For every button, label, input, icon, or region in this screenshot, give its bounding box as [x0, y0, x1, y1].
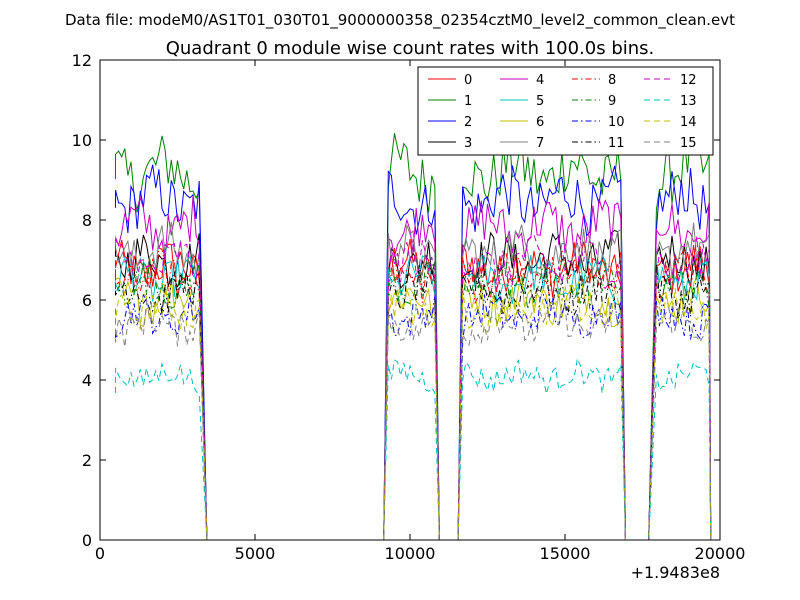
legend-label: 9 [608, 94, 616, 109]
series-line-8 [115, 247, 712, 541]
legend-label: 7 [536, 136, 544, 151]
legend-label: 0 [464, 73, 472, 88]
legend-label: 5 [536, 94, 544, 109]
x-tick-label: 15000 [540, 544, 591, 563]
legend-label: 10 [608, 115, 625, 130]
y-tick-label: 10 [72, 131, 92, 150]
x-tick-label: 10000 [385, 544, 436, 563]
y-tick-label: 12 [72, 51, 92, 70]
legend-label: 1 [464, 94, 472, 109]
x-tick-label: 5000 [235, 544, 276, 563]
series-line-10 [115, 293, 712, 541]
legend-label: 3 [464, 136, 472, 151]
legend-label: 13 [680, 94, 697, 109]
legend-label: 4 [536, 73, 544, 88]
legend-label: 11 [608, 136, 625, 151]
series-line-9 [115, 258, 712, 541]
figure-suptitle: Data file: modeM0/AS1T01_030T01_90000003… [65, 11, 735, 30]
y-tick-label: 0 [82, 531, 92, 550]
x-tick-label: 0 [95, 544, 105, 563]
legend-box [417, 66, 714, 156]
y-tick-label: 2 [82, 451, 92, 470]
x-axis-offset-label: +1.9483e8 [631, 563, 720, 582]
series-line-15 [115, 301, 712, 541]
y-tick-label: 4 [82, 371, 92, 390]
legend-label: 12 [680, 73, 697, 88]
x-tick-label: 20000 [695, 544, 746, 563]
legend-label: 6 [536, 115, 544, 130]
legend-label: 2 [464, 115, 472, 130]
legend-label: 15 [680, 136, 697, 151]
series-layer [115, 133, 712, 541]
y-tick-label: 8 [82, 211, 92, 230]
legend-label: 8 [608, 73, 616, 88]
legend-label: 14 [680, 115, 697, 130]
series-line-11 [115, 264, 712, 541]
y-tick-label: 6 [82, 291, 92, 310]
chart-title: Quadrant 0 module wise count rates with … [166, 38, 655, 59]
